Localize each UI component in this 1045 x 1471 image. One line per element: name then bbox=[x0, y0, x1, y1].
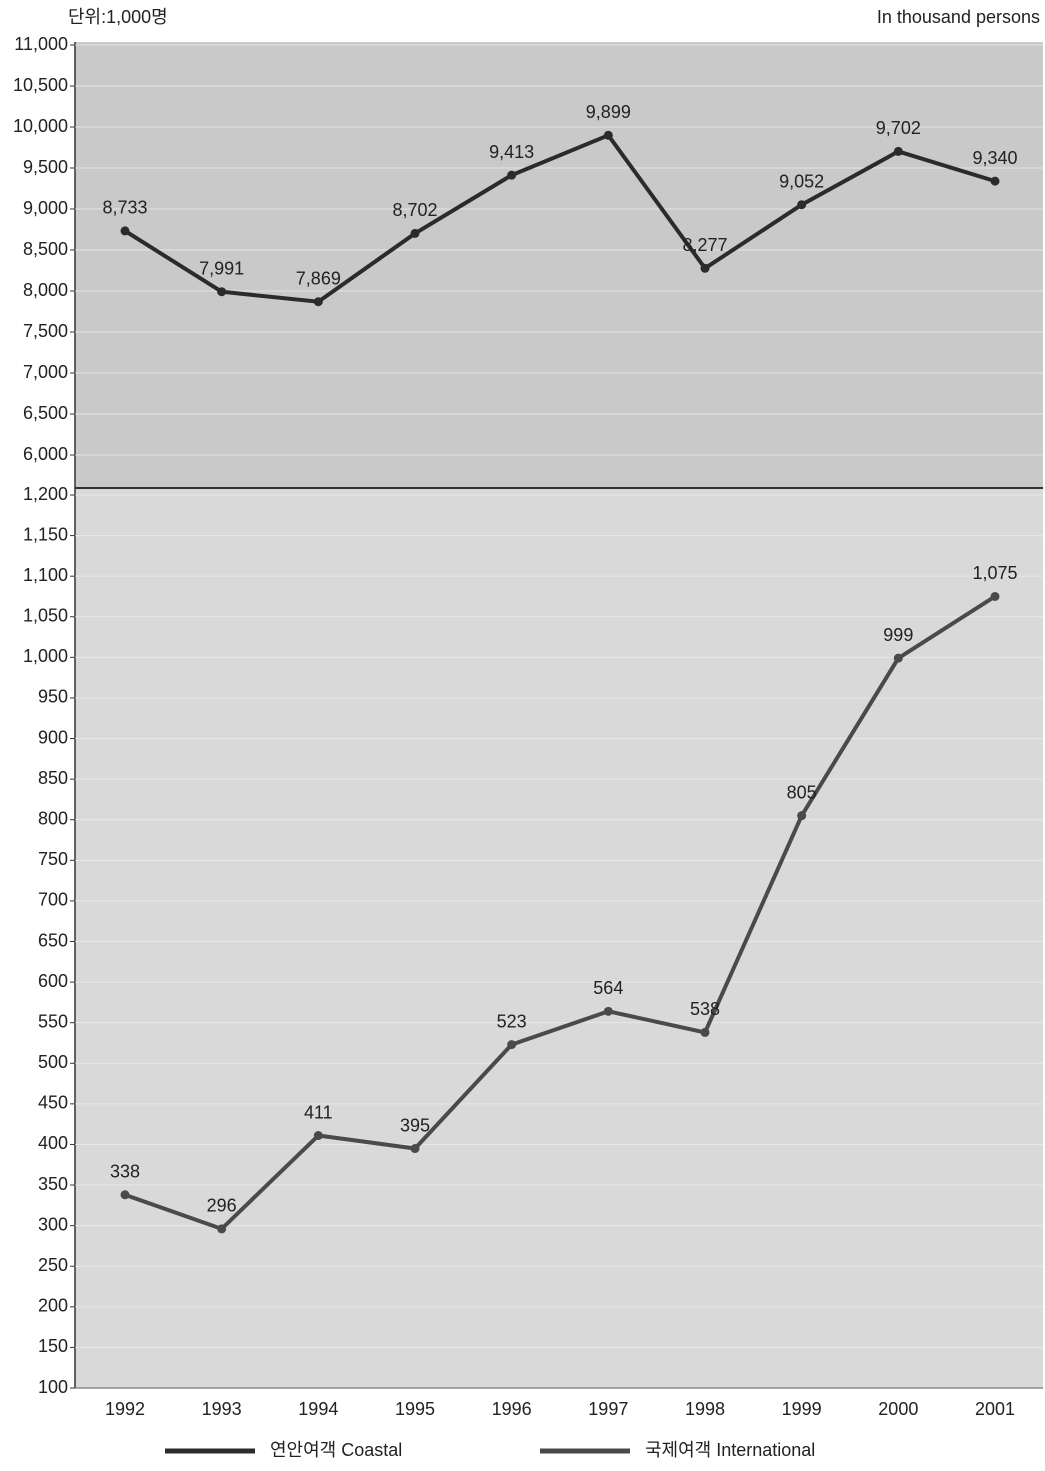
y-tick-label: 600 bbox=[38, 971, 68, 991]
y-tick-label: 950 bbox=[38, 687, 68, 707]
y-tick-label: 450 bbox=[38, 1093, 68, 1113]
y-tick-label: 850 bbox=[38, 768, 68, 788]
y-tick-label: 10,000 bbox=[13, 116, 68, 136]
data-point bbox=[410, 228, 420, 238]
data-label: 523 bbox=[497, 1011, 527, 1031]
data-label: 538 bbox=[690, 999, 720, 1019]
y-tick-label: 550 bbox=[38, 1011, 68, 1031]
x-tick-label: 2000 bbox=[878, 1399, 918, 1419]
y-tick-label: 1,200 bbox=[23, 484, 68, 504]
y-tick-label: 650 bbox=[38, 930, 68, 950]
data-label: 999 bbox=[883, 625, 913, 645]
data-point bbox=[217, 1224, 227, 1234]
data-point bbox=[797, 200, 807, 210]
data-label: 1,075 bbox=[972, 563, 1017, 583]
y-tick-label: 250 bbox=[38, 1255, 68, 1275]
data-label: 9,899 bbox=[586, 102, 631, 122]
data-point bbox=[313, 1131, 323, 1141]
data-point bbox=[120, 226, 130, 236]
data-label: 9,052 bbox=[779, 171, 824, 191]
data-label: 805 bbox=[787, 782, 817, 802]
y-tick-label: 350 bbox=[38, 1174, 68, 1194]
y-tick-label: 1,000 bbox=[23, 646, 68, 666]
data-label: 7,869 bbox=[296, 268, 341, 288]
data-point bbox=[990, 176, 1000, 186]
x-tick-label: 1993 bbox=[202, 1399, 242, 1419]
data-label: 9,702 bbox=[876, 118, 921, 138]
y-tick-label: 7,500 bbox=[23, 321, 68, 341]
data-label: 7,991 bbox=[199, 258, 244, 278]
data-point bbox=[893, 146, 903, 156]
y-tick-label: 6,000 bbox=[23, 444, 68, 464]
data-point bbox=[507, 1040, 517, 1050]
data-label: 9,340 bbox=[972, 148, 1017, 168]
y-tick-label: 8,500 bbox=[23, 239, 68, 259]
data-point bbox=[990, 591, 1000, 601]
x-tick-label: 1998 bbox=[685, 1399, 725, 1419]
data-point bbox=[603, 130, 613, 140]
data-label: 296 bbox=[207, 1196, 237, 1216]
x-tick-label: 1999 bbox=[782, 1399, 822, 1419]
y-tick-label: 1,050 bbox=[23, 606, 68, 626]
y-tick-label: 750 bbox=[38, 849, 68, 869]
x-tick-label: 1996 bbox=[492, 1399, 532, 1419]
y-tick-label: 100 bbox=[38, 1377, 68, 1397]
data-line bbox=[124, 594, 997, 1232]
y-tick-label: 400 bbox=[38, 1133, 68, 1153]
unit-label: 단위:1,000명 bbox=[68, 7, 168, 27]
data-label: 564 bbox=[593, 978, 623, 998]
data-point bbox=[120, 1190, 130, 1200]
x-tick-label: 1992 bbox=[105, 1399, 145, 1419]
data-label: 8,702 bbox=[392, 200, 437, 220]
data-point bbox=[313, 297, 323, 307]
y-tick-label: 10,500 bbox=[13, 75, 68, 95]
data-label: 9,413 bbox=[489, 142, 534, 162]
data-point bbox=[700, 263, 710, 273]
data-point bbox=[507, 170, 517, 180]
y-tick-label: 6,500 bbox=[23, 403, 68, 423]
y-tick-label: 1,150 bbox=[23, 524, 68, 544]
data-label: 395 bbox=[400, 1115, 430, 1135]
legend-label: 연안여객 Coastal bbox=[270, 1440, 402, 1460]
x-tick-label: 1997 bbox=[588, 1399, 628, 1419]
unit-label-en: In thousand persons bbox=[877, 7, 1040, 27]
data-point bbox=[603, 1006, 613, 1016]
data-label: 8,277 bbox=[682, 235, 727, 255]
y-tick-label: 11,000 bbox=[14, 34, 68, 54]
data-point bbox=[410, 1144, 420, 1154]
y-tick-label: 900 bbox=[38, 727, 68, 747]
y-tick-label: 200 bbox=[38, 1296, 68, 1316]
data-point bbox=[797, 811, 807, 821]
x-tick-label: 2001 bbox=[975, 1399, 1015, 1419]
y-tick-label: 8,000 bbox=[23, 280, 68, 300]
data-line bbox=[123, 132, 996, 304]
data-point bbox=[217, 287, 227, 297]
y-tick-label: 1,100 bbox=[23, 565, 68, 585]
data-label: 8,733 bbox=[102, 198, 147, 218]
data-point bbox=[700, 1027, 710, 1037]
x-tick-label: 1995 bbox=[395, 1399, 435, 1419]
data-label: 338 bbox=[110, 1162, 140, 1182]
y-tick-label: 700 bbox=[38, 890, 68, 910]
y-tick-label: 300 bbox=[38, 1214, 68, 1234]
y-tick-label: 800 bbox=[38, 808, 68, 828]
data-label: 411 bbox=[304, 1102, 333, 1122]
data-point bbox=[893, 653, 903, 663]
y-tick-label: 500 bbox=[38, 1052, 68, 1072]
y-tick-label: 7,000 bbox=[23, 362, 68, 382]
x-tick-label: 1994 bbox=[298, 1399, 338, 1419]
legend-label: 국제여객 International bbox=[645, 1440, 815, 1460]
y-tick-label: 150 bbox=[38, 1336, 68, 1356]
y-tick-label: 9,500 bbox=[23, 157, 68, 177]
y-tick-label: 9,000 bbox=[23, 198, 68, 218]
